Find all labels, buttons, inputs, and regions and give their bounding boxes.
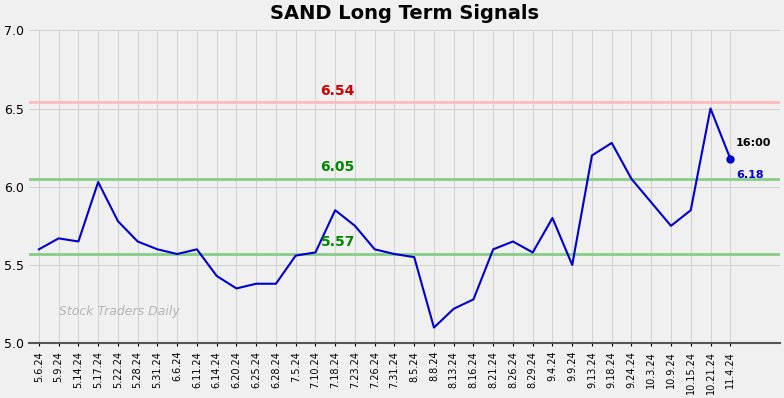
Text: 6.54: 6.54: [321, 84, 354, 98]
Text: 6.05: 6.05: [321, 160, 354, 174]
Text: 6.18: 6.18: [736, 170, 764, 179]
Text: Stock Traders Daily: Stock Traders Daily: [59, 305, 180, 318]
Title: SAND Long Term Signals: SAND Long Term Signals: [270, 4, 539, 23]
Text: 16:00: 16:00: [736, 138, 771, 148]
Text: 5.57: 5.57: [321, 235, 354, 249]
